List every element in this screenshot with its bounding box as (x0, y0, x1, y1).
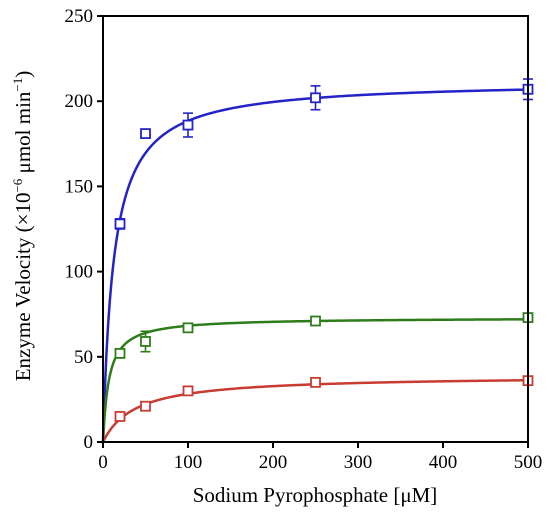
x-axis-title: Sodium Pyrophosphate [μM] (193, 483, 438, 507)
plot-frame (102, 15, 529, 443)
y-axis-title-suffix: ) (11, 71, 35, 78)
data-point (182, 322, 194, 334)
plot-layer (101, 78, 534, 443)
x-tick-label: 500 (514, 452, 543, 473)
y-tick-label: 100 (65, 262, 94, 283)
series-3 (101, 375, 534, 443)
series-1-fit-curve (101, 88, 529, 443)
data-point (310, 92, 321, 104)
y-axis-title-middle: μmol min (11, 91, 35, 179)
series-3-fit-curve (101, 378, 529, 443)
y-tick-label: 50 (74, 347, 93, 368)
data-point (114, 347, 126, 359)
y-axis-title-exp1: −6 (10, 178, 25, 192)
y-axis-title-exp2: −1 (10, 78, 25, 92)
y-axis-title-prefix: Enzyme Velocity (×10 (11, 193, 35, 382)
x-tick-label: 0 (98, 452, 108, 473)
data-point (140, 336, 151, 347)
x-tick-label: 300 (344, 452, 373, 473)
y-tick-label: 150 (65, 176, 94, 197)
y-tick-label: 200 (65, 91, 94, 112)
data-point (182, 385, 194, 397)
y-tick-label: 0 (84, 432, 94, 453)
x-tick-label: 400 (429, 452, 458, 473)
data-point (182, 119, 194, 131)
data-point (310, 376, 321, 388)
data-point (114, 218, 126, 230)
data-point (310, 315, 321, 327)
x-tick-label: 200 (259, 452, 288, 473)
data-point (140, 128, 151, 139)
x-tick-label: 100 (174, 452, 203, 473)
y-tick-label: 250 (65, 6, 94, 27)
y-axis-title: Enzyme Velocity (×10−6 μmol min−1) (10, 71, 35, 382)
series-2 (101, 312, 534, 443)
data-point (114, 411, 126, 422)
ticks-layer: 0 100 200 300 400 500 0 50 100 150 200 250 (65, 6, 543, 473)
data-point (140, 400, 151, 412)
